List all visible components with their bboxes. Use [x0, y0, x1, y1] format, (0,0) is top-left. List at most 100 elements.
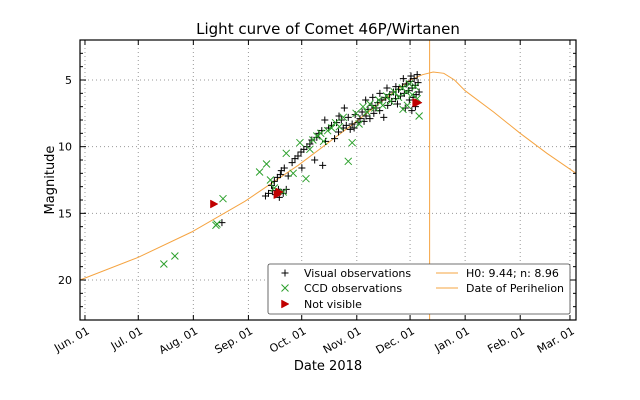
visual-observation-point: [331, 135, 339, 143]
x-tick-label: Jan. 01: [432, 324, 472, 355]
visual-observation-point: [294, 152, 302, 160]
x-tick-label: Aug. 01: [157, 324, 200, 357]
visual-observation-point: [369, 93, 377, 101]
ccd-observation-point: [327, 124, 336, 132]
legend-triangle-mark: [281, 299, 290, 309]
plot-frame: [79, 39, 577, 321]
legend-entry-not-visible: Not visible: [281, 298, 362, 311]
ccd-observation-point: [402, 88, 411, 96]
legend-entry-perihelion: Date of Perihelion: [436, 282, 564, 295]
ccd-observation-point: [316, 129, 325, 138]
visual-observation-point: [388, 97, 396, 105]
visual-observation-point: [311, 156, 319, 164]
ccd-observation-point: [382, 92, 391, 100]
visual-observation-point: [276, 171, 284, 179]
ccd-observation-point: [415, 112, 423, 120]
visual-observation-point: [313, 133, 321, 141]
ccd-observation-point: [405, 80, 414, 88]
legend-plus-mark: [281, 269, 289, 277]
legend-marker-x: [281, 284, 289, 292]
ccd-observation-point: [344, 157, 353, 166]
x-tick-label: Nov. 01: [321, 324, 364, 356]
ccd-observation-point: [399, 105, 407, 114]
visual-observation-point: [334, 128, 342, 136]
y-tick-label: 20: [58, 274, 72, 287]
legend-label-visual: Visual observations: [304, 267, 411, 280]
visual-observation-point: [392, 83, 400, 91]
visual-observation-point: [384, 101, 392, 109]
x-tick-label: Jul. 01: [108, 324, 145, 353]
visual-observation-point: [298, 164, 306, 172]
ccd-observation-point: [359, 102, 367, 111]
visual-observation-point: [393, 100, 401, 108]
visual-observation-point: [264, 189, 272, 197]
visual-observation-point: [413, 71, 421, 79]
visual-observation-point: [288, 159, 296, 167]
x-tick-label: Sep. 01: [212, 324, 255, 356]
chart-title: Light curve of Comet 46P/Wirtanen: [196, 20, 460, 38]
visual-observation-point: [398, 83, 406, 91]
legend-box: [267, 263, 571, 315]
visual-observation-point: [380, 113, 388, 121]
x-tick-label: Jun. 01: [51, 324, 91, 355]
y-tick-label: 5: [65, 74, 72, 87]
visual-observation-point: [407, 72, 415, 80]
ccd-observation-point: [352, 109, 360, 118]
visual-observation-point: [280, 164, 288, 172]
visual-observation-point: [376, 89, 384, 97]
ccd-observation-point: [159, 260, 168, 268]
ccd-observation-point: [289, 169, 298, 178]
visual-observation-point: [306, 140, 314, 148]
ccd-observation-point: [335, 122, 344, 131]
visual-observation-point: [218, 219, 226, 227]
visual-observation-point: [366, 115, 374, 123]
points-layer: [159, 71, 423, 268]
model-curve: [79, 71, 577, 281]
visual-observation-point: [370, 109, 378, 117]
visual-observation-point: [383, 84, 391, 92]
visual-observation-point: [350, 124, 358, 132]
ccd-observation-point: [363, 108, 371, 116]
legend: Visual observations CCD observations Not…: [267, 263, 571, 315]
ccd-observation-point: [266, 176, 275, 184]
visual-observation-point: [414, 79, 422, 87]
visual-observation-point: [356, 115, 364, 123]
visual-observation-point: [399, 75, 407, 83]
x-tick-label: Oct. 01: [267, 324, 308, 355]
ccd-observation-point: [282, 149, 291, 158]
visual-observation-point: [342, 121, 350, 129]
ccd-observation-point: [348, 138, 357, 147]
legend-x-mark: [281, 284, 289, 292]
ccd-observation-point: [390, 88, 399, 96]
visual-observation-point: [337, 116, 345, 124]
visual-observation-point: [321, 116, 329, 124]
ccd-observation-point: [411, 82, 420, 91]
ccd-observation-point: [213, 220, 221, 228]
visual-observation-point: [390, 88, 398, 96]
ccd-observation-point: [386, 97, 395, 106]
ccd-observation-point: [312, 132, 321, 140]
ccd-observation-point: [319, 137, 328, 146]
legend-entry-model: H0: 9.44; n: 8.96: [436, 267, 559, 280]
x-axis-title: Date 2018: [294, 359, 362, 374]
visual-observation-point: [408, 107, 416, 115]
visual-observation-point: [358, 108, 366, 116]
ccd-observation-point: [366, 100, 374, 108]
ccd-observation-point: [302, 174, 310, 183]
x-tick-label: Mar. 01: [535, 324, 577, 356]
legend-label-ccd: CCD observations: [304, 282, 402, 295]
y-tick-label: 15: [58, 207, 72, 220]
visual-observation-point: [333, 119, 341, 127]
legend-label-model: H0: 9.44; n: 8.96: [466, 267, 559, 280]
ccd-observation-point: [323, 126, 332, 135]
ccd-observation-point: [296, 138, 304, 147]
visual-observation-point: [318, 127, 326, 135]
ccd-observation-point: [355, 120, 363, 128]
ccd-observation-point: [219, 194, 227, 203]
visual-observation-point: [348, 120, 356, 128]
visual-observation-point: [340, 104, 348, 112]
x-tick-label: Dec. 01: [374, 324, 417, 356]
ccd-observation-point: [371, 104, 379, 112]
legend-label-perihelion: Date of Perihelion: [466, 282, 564, 295]
